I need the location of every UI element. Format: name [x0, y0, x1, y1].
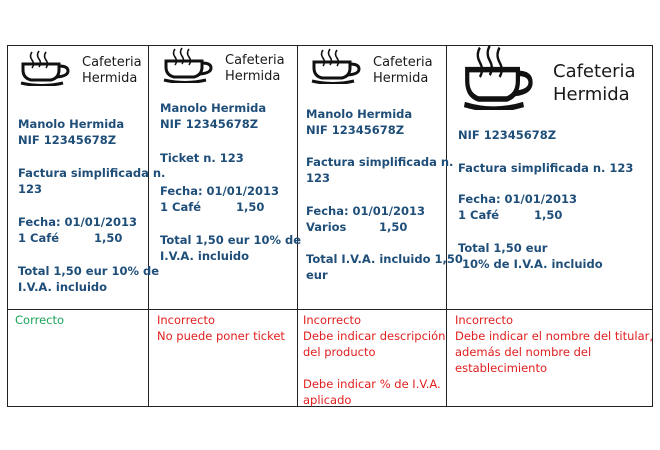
brand-name: Cafeteria Hermida [82, 55, 142, 87]
verdict-cell: Correcto [15, 312, 64, 328]
tax-line: eur [306, 268, 328, 282]
nif: NIF 12345678Z [458, 128, 557, 142]
date: Fecha: 01/01/2013 [458, 192, 577, 206]
document-type: Factura simplificada n. [18, 166, 166, 180]
column-divider [446, 45, 447, 407]
nif: NIF 12345678Z [306, 123, 405, 137]
date: Fecha: 01/01/2013 [306, 204, 425, 218]
verdict-reason: No puede poner ticket [157, 329, 285, 343]
coffee-cup-icon [463, 44, 539, 110]
item-name: Varios [306, 220, 347, 234]
document-type: Factura simplificada n. [306, 155, 454, 169]
brand-name: Cafeteria Hermida [225, 53, 285, 85]
verdict-reason: establecimiento [455, 361, 548, 375]
column-divider [297, 45, 298, 407]
comparison-table [7, 45, 653, 407]
verdict-spacer [303, 360, 445, 376]
date: Fecha: 01/01/2013 [160, 184, 279, 198]
tax-line: I.V.A. incluido [160, 249, 250, 263]
verdict-reason: además del nombre del [455, 345, 592, 359]
total-line: Total 1,50 eur [458, 241, 548, 255]
verdict-status: Incorrecto [157, 313, 215, 327]
row-divider [7, 309, 653, 310]
document-number: 123 [306, 171, 331, 185]
coffee-cup-icon [311, 48, 365, 84]
item-price: 1,50 [236, 200, 265, 214]
verdict-reason: Debe indicar el nombre del titular, [455, 329, 654, 343]
verdict-cell: Incorrecto Debe indicar el nombre del ti… [455, 312, 653, 376]
item-price: 1,50 [94, 231, 123, 245]
owner-name: Manolo Hermida [160, 101, 267, 115]
verdict-reason: aplicado [303, 393, 352, 407]
coffee-cup-icon [163, 47, 217, 83]
nif: NIF 12345678Z [18, 133, 117, 147]
verdict-status: Incorrecto [455, 313, 513, 327]
verdict-reason: Debe indicar descripción [303, 329, 446, 343]
item-price: 1,50 [534, 208, 563, 222]
total-line: Total 1,50 eur 10% de [18, 264, 160, 278]
nif: NIF 12345678Z [160, 117, 259, 131]
tax-line: 10% de I.V.A. incluido [462, 257, 603, 271]
item-price: 1,50 [379, 220, 408, 234]
column-divider [148, 45, 149, 407]
owner-name: Manolo Hermida [306, 107, 413, 121]
item-name: 1 Café [458, 208, 500, 222]
verdict-cell: Incorrecto No puede poner ticket [157, 312, 285, 344]
verdict-reason: del producto [303, 345, 376, 359]
owner-name: Manolo Hermida [18, 117, 125, 131]
document-number: 123 [18, 182, 43, 196]
total-line: Total 1,50 eur 10% de [160, 233, 302, 247]
item-name: 1 Café [160, 200, 202, 214]
total-line: Total I.V.A. incluido 1,50 [306, 252, 463, 266]
brand-name: Cafeteria Hermida [373, 55, 433, 87]
date: Fecha: 01/01/2013 [18, 215, 137, 229]
verdict-cell: Incorrecto Debe indicar descripción del … [303, 312, 445, 408]
document-type: Ticket n. 123 [160, 151, 244, 165]
verdict-reason: Debe indicar % de I.V.A. [303, 377, 441, 391]
item-name: 1 Café [18, 231, 60, 245]
verdict-status: Incorrecto [303, 313, 361, 327]
document-type: Factura simplificada n. 123 [458, 161, 634, 175]
tax-line: I.V.A. incluido [18, 280, 108, 294]
coffee-cup-icon [20, 50, 74, 86]
brand-name: Cafeteria Hermida [553, 61, 636, 106]
verdict-status: Correcto [15, 313, 65, 327]
